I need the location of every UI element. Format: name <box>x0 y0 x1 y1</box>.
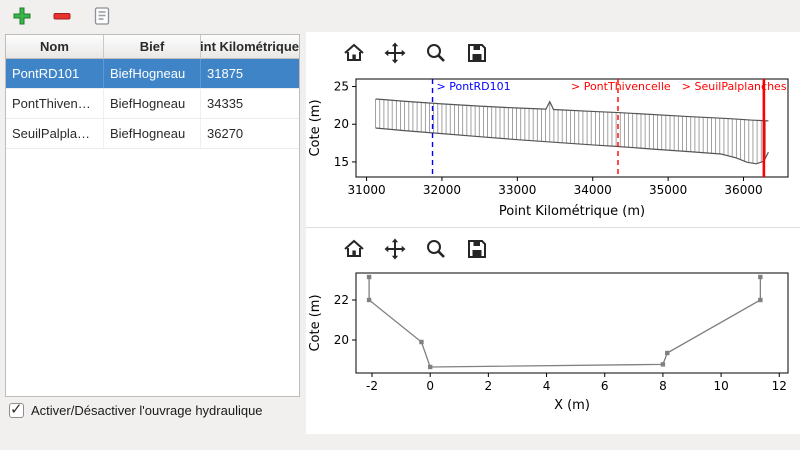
svg-text:-2: -2 <box>366 379 378 393</box>
home-icon <box>343 43 364 61</box>
cross-section-chart[interactable]: -2 0 2 4 6 8 10 12 20 22 X (m) Cote (m) <box>306 265 800 415</box>
save-button[interactable] <box>463 235 490 262</box>
save-icon <box>467 43 486 62</box>
svg-text:8: 8 <box>659 379 667 393</box>
zoom-button[interactable] <box>422 235 449 262</box>
table-row[interactable]: PontThivencelle BiefHogneau 34335 <box>6 89 299 119</box>
column-header-pk[interactable]: Point Kilométrique <box>201 35 299 59</box>
table-body: PontRD101 BiefHogneau 31875 PontThivence… <box>6 59 299 149</box>
longitudinal-profile-chart[interactable]: 31000 32000 33000 34000 35000 36000 15 20 25 Poin… <box>306 69 800 221</box>
pan-icon <box>384 238 405 259</box>
svg-text:31000: 31000 <box>347 183 385 197</box>
main-toolbar <box>0 0 800 32</box>
cell-pk: 31875 <box>207 66 244 81</box>
activer-checkbox[interactable]: ✓ <box>9 400 24 418</box>
cell-pk: 36270 <box>207 126 244 141</box>
charts-pane: 31000 32000 33000 34000 35000 36000 15 20 25 Poin… <box>306 32 800 434</box>
svg-text:> PontThivencelle: > PontThivencelle <box>571 80 671 93</box>
home-button[interactable] <box>340 39 367 66</box>
cell-pk: 34335 <box>207 96 244 111</box>
cell-bief: BiefHogneau <box>104 119 201 148</box>
activer-checkbox-row[interactable]: ✓ Activer/Désactiver l'ouvrage hydrauliq… <box>9 400 263 418</box>
ouvrages-table: Nom Bief Point Kilométrique PontRD101 Bi… <box>5 34 300 397</box>
svg-text:22: 22 <box>334 293 349 307</box>
svg-text:36000: 36000 <box>724 183 762 197</box>
remove-button[interactable] <box>48 2 76 30</box>
column-header-bief-label: Bief <box>139 39 165 54</box>
svg-text:32000: 32000 <box>423 183 461 197</box>
svg-text:10: 10 <box>713 379 728 393</box>
minus-icon <box>53 13 71 20</box>
svg-text:20: 20 <box>334 333 349 347</box>
zoom-button[interactable] <box>422 39 449 66</box>
cell-bief: BiefHogneau <box>104 59 201 88</box>
svg-text:0: 0 <box>426 379 434 393</box>
cell-nom: SeuilPalplanches <box>6 119 104 148</box>
magnifier-icon <box>426 43 445 62</box>
cell-nom: PontRD101 <box>6 59 104 88</box>
svg-text:20: 20 <box>334 117 349 131</box>
svg-text:X (m): X (m) <box>554 398 590 413</box>
column-header-nom[interactable]: Nom <box>6 35 104 59</box>
activer-checkbox-label: Activer/Désactiver l'ouvrage hydraulique <box>31 403 263 418</box>
svg-text:35000: 35000 <box>649 183 687 197</box>
svg-text:Point Kilométrique (m): Point Kilométrique (m) <box>499 204 645 219</box>
svg-text:15: 15 <box>334 155 349 169</box>
svg-text:> PontRD101: > PontRD101 <box>437 80 511 93</box>
svg-text:2: 2 <box>485 379 493 393</box>
svg-text:25: 25 <box>334 80 349 94</box>
svg-text:4: 4 <box>543 379 551 393</box>
table-header: Nom Bief Point Kilométrique <box>6 35 299 59</box>
magnifier-icon <box>426 239 445 258</box>
pan-button[interactable] <box>381 39 408 66</box>
cross-section-panel: -2 0 2 4 6 8 10 12 20 22 X (m) Cote (m) <box>306 227 800 415</box>
cell-nom: PontThivencelle <box>6 89 104 118</box>
save-button[interactable] <box>463 39 490 66</box>
column-header-pk-label: Point Kilométrique <box>201 39 299 54</box>
table-row[interactable]: PontRD101 BiefHogneau 31875 <box>6 59 299 89</box>
add-button[interactable] <box>8 2 36 30</box>
longitudinal-profile-panel: 31000 32000 33000 34000 35000 36000 15 20 25 Poin… <box>306 32 800 221</box>
svg-text:34000: 34000 <box>574 183 612 197</box>
cell-bief: BiefHogneau <box>104 89 201 118</box>
svg-text:33000: 33000 <box>498 183 536 197</box>
svg-text:6: 6 <box>601 379 609 393</box>
svg-text:> SeuilPalplanches: > SeuilPalplanches <box>682 80 787 93</box>
table-row[interactable]: SeuilPalplanches BiefHogneau 36270 <box>6 119 299 149</box>
svg-text:Cote (m): Cote (m) <box>308 294 323 351</box>
save-icon <box>467 239 486 258</box>
edit-button[interactable] <box>88 2 116 30</box>
column-header-bief[interactable]: Bief <box>104 35 201 59</box>
home-icon <box>343 239 364 257</box>
column-header-nom-label: Nom <box>40 39 69 54</box>
plus-icon <box>13 7 31 25</box>
svg-text:12: 12 <box>772 379 787 393</box>
svg-text:Cote (m): Cote (m) <box>308 99 323 156</box>
pan-button[interactable] <box>381 235 408 262</box>
document-edit-icon <box>94 7 110 25</box>
profile-chart-toolbar <box>306 32 800 69</box>
checkmark-icon: ✓ <box>10 400 23 418</box>
home-button[interactable] <box>340 235 367 262</box>
section-chart-toolbar <box>306 228 800 265</box>
pan-icon <box>384 42 405 63</box>
